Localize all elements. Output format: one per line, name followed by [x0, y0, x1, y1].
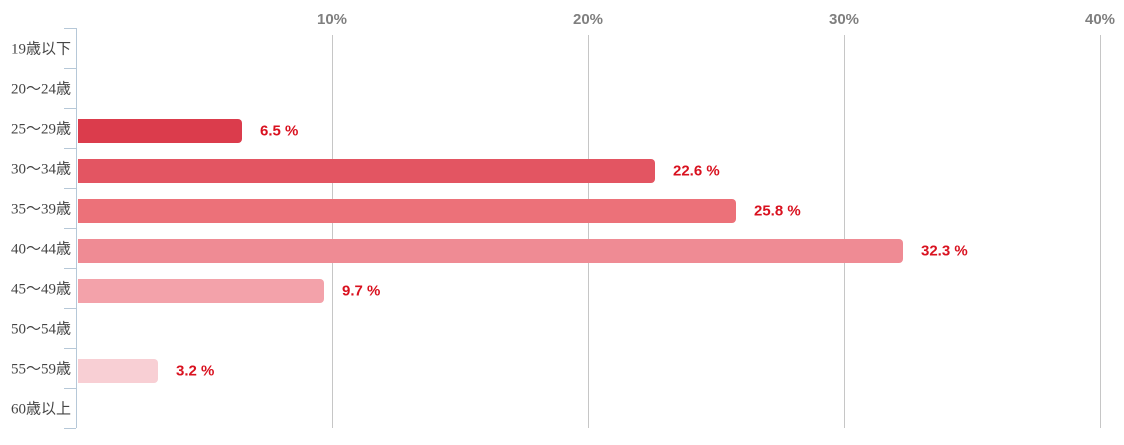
bar [78, 199, 736, 223]
y-axis-tick [64, 188, 76, 189]
category-label: 30〜34歳 [10, 161, 71, 178]
y-axis-line [76, 28, 77, 428]
category-label: 45〜49歳 [10, 281, 71, 298]
y-axis-tick [64, 28, 76, 29]
category-label: 20〜24歳 [10, 81, 71, 98]
category-label: 50〜54歳 [10, 321, 71, 338]
category-label: 25〜29歳 [10, 121, 71, 138]
category-label: 60歳以上 [10, 401, 71, 418]
bar [78, 279, 324, 303]
value-label: 25.8 % [754, 202, 801, 220]
gridline [588, 35, 589, 428]
y-axis-tick [64, 308, 76, 309]
x-tick-label: 30% [828, 11, 860, 28]
bar [78, 159, 655, 183]
gridline [1100, 35, 1101, 428]
bar [78, 119, 242, 143]
y-axis-tick [64, 388, 76, 389]
value-label: 32.3 % [921, 242, 968, 260]
x-tick-label: 40% [1084, 11, 1116, 28]
gridline [332, 35, 333, 428]
bar [78, 239, 903, 263]
category-label: 19歳以下 [10, 41, 71, 58]
value-label: 22.6 % [673, 162, 720, 180]
category-label: 55〜59歳 [10, 361, 71, 378]
y-axis-tick [64, 68, 76, 69]
y-axis-tick [64, 348, 76, 349]
gridline [844, 35, 845, 428]
y-axis-tick [64, 108, 76, 109]
category-label: 40〜44歳 [10, 241, 71, 258]
category-label: 35〜39歳 [10, 201, 71, 218]
value-label: 3.2 % [176, 362, 215, 380]
x-tick-label: 10% [316, 11, 348, 28]
y-axis-tick [64, 228, 76, 229]
value-label: 6.5 % [260, 122, 299, 140]
bar [78, 359, 158, 383]
y-axis-tick [64, 428, 76, 429]
y-axis-tick [64, 148, 76, 149]
y-axis-tick [64, 268, 76, 269]
x-tick-label: 20% [572, 11, 604, 28]
value-label: 9.7 % [342, 282, 381, 300]
